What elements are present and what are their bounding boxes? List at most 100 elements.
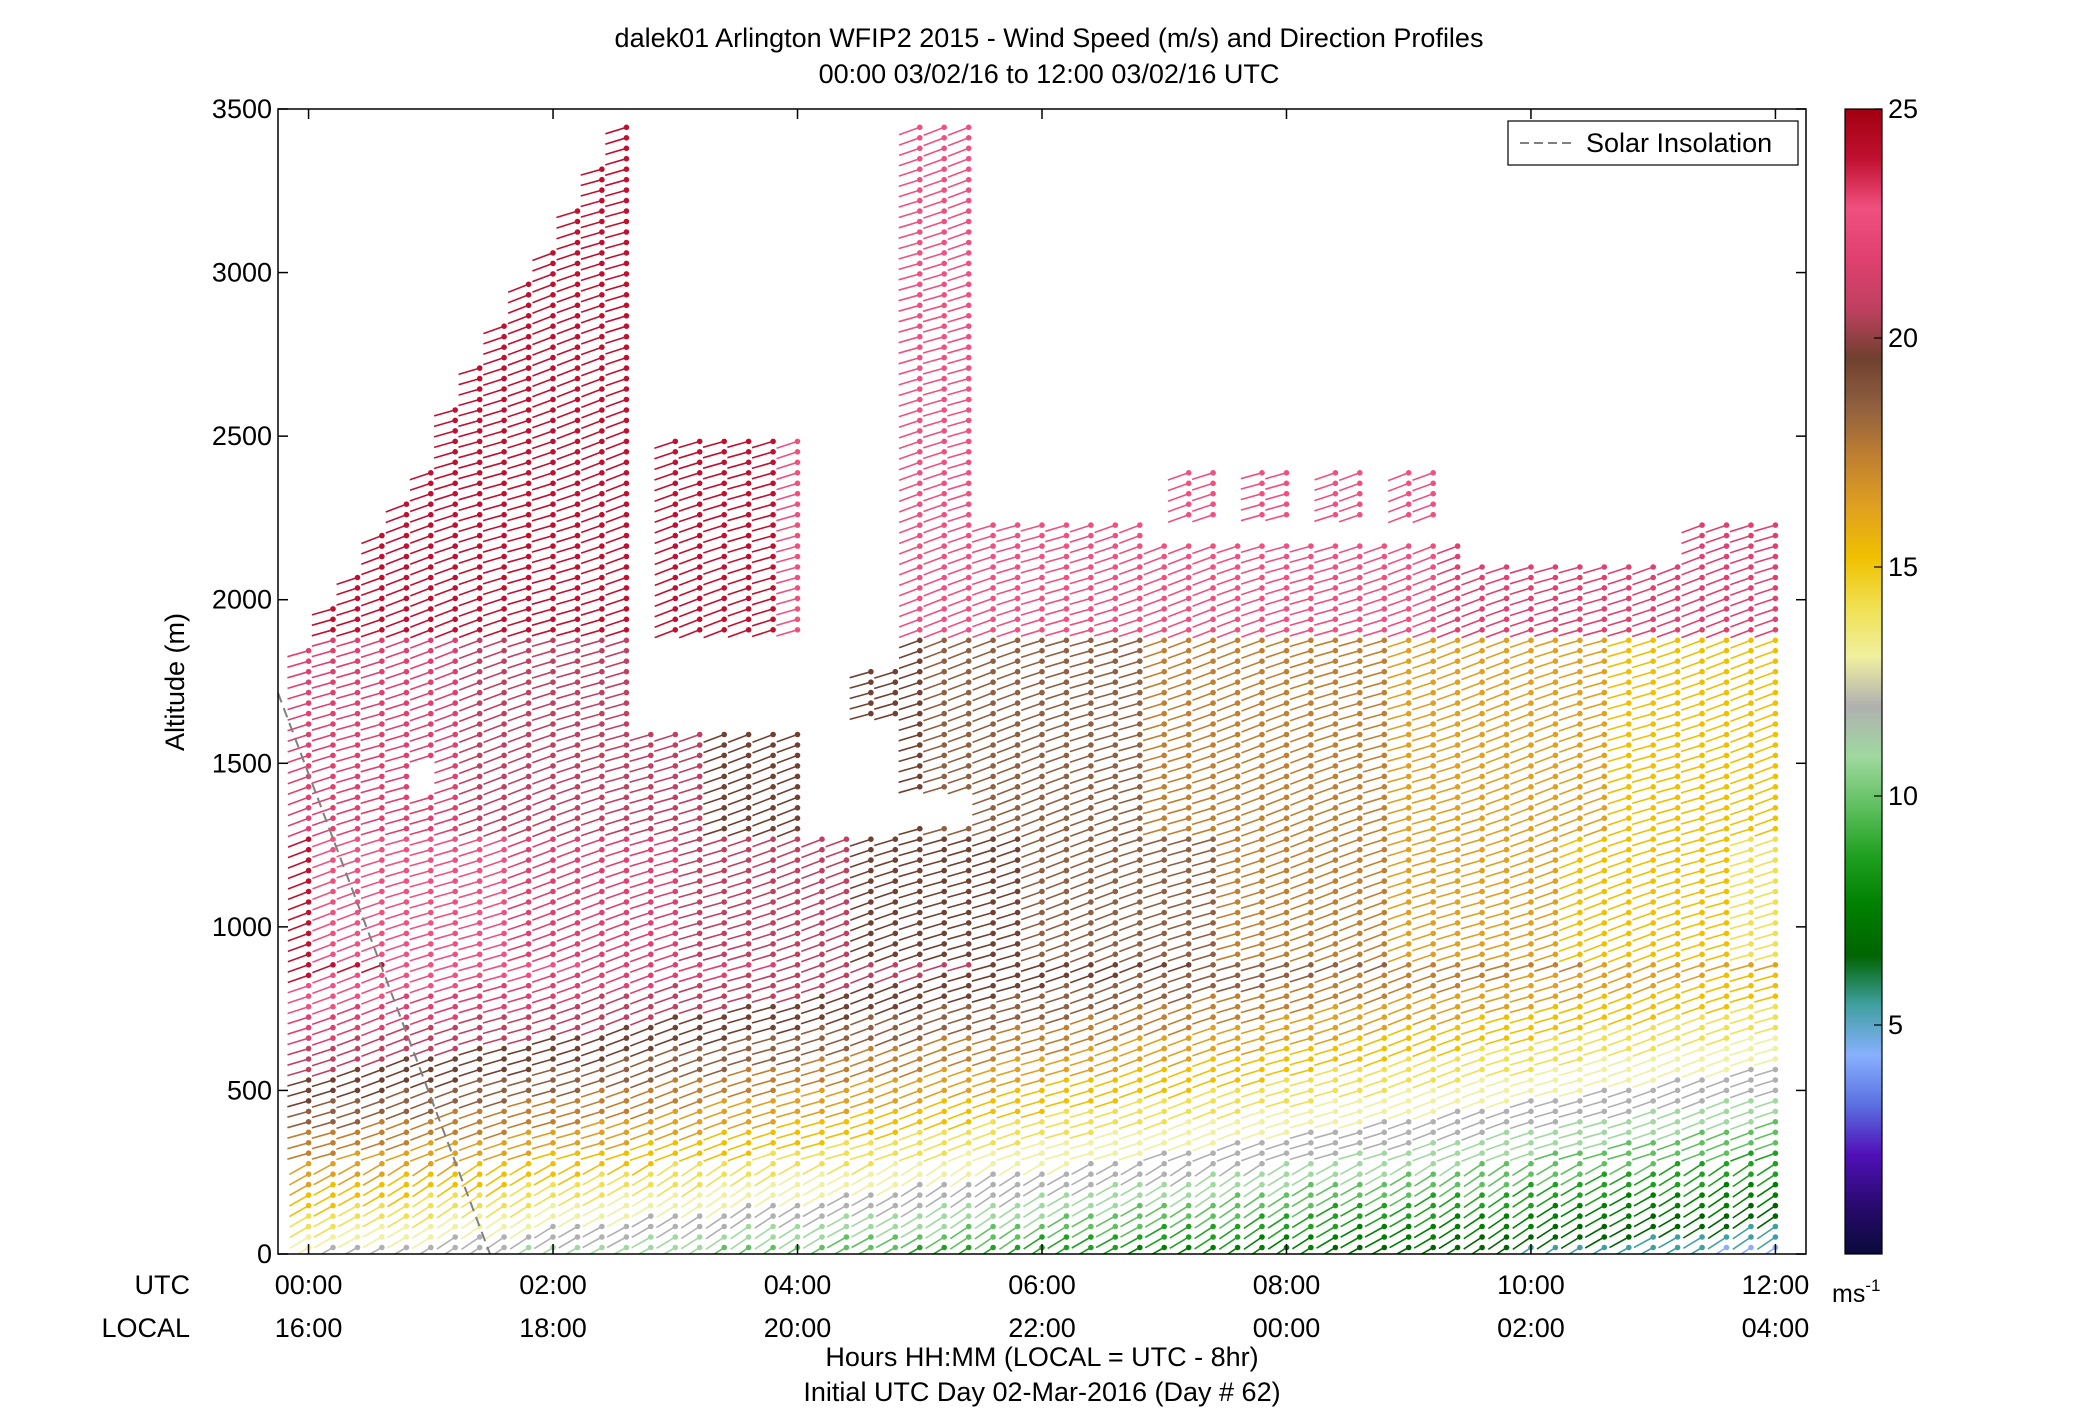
wind-barb-head bbox=[330, 805, 336, 811]
wind-barb-head bbox=[672, 794, 679, 801]
wind-barb-head bbox=[1088, 1119, 1094, 1125]
wind-barb-head bbox=[721, 888, 727, 895]
wind-barb bbox=[361, 1016, 383, 1026]
wind-barb-head bbox=[550, 794, 556, 801]
wind-barb bbox=[313, 1173, 334, 1186]
wind-barb bbox=[900, 1173, 921, 1187]
wind-barb bbox=[898, 273, 921, 281]
wind-barb bbox=[296, 1246, 310, 1254]
wind-barb-head bbox=[525, 1045, 532, 1052]
wind-barb-head bbox=[770, 1234, 776, 1240]
wind-barb-head bbox=[354, 815, 361, 821]
wind-barb bbox=[605, 440, 627, 450]
wind-barb-head bbox=[452, 616, 459, 623]
wind-barb bbox=[410, 618, 432, 629]
wind-barb bbox=[631, 1204, 652, 1218]
wind-barb-head bbox=[623, 658, 630, 664]
wind-barb bbox=[1070, 880, 1092, 890]
wind-barb-head bbox=[330, 637, 336, 644]
wind-barb bbox=[384, 754, 407, 763]
wind-barb bbox=[654, 555, 676, 566]
wind-barb bbox=[605, 1005, 627, 1016]
wind-barb-head bbox=[648, 1045, 654, 1052]
wind-barb bbox=[532, 827, 554, 838]
wind-barb-head bbox=[794, 1045, 801, 1052]
wind-barb-head bbox=[721, 1181, 727, 1188]
wind-barb bbox=[971, 1026, 994, 1035]
wind-barb bbox=[874, 848, 896, 857]
wind-barb bbox=[947, 901, 969, 909]
wind-barb-head bbox=[501, 449, 507, 455]
wind-barb-head bbox=[1014, 647, 1021, 654]
wind-barb-head bbox=[892, 1087, 899, 1094]
wind-barb bbox=[337, 1183, 358, 1196]
wind-barb bbox=[434, 1016, 456, 1025]
wind-barb-head bbox=[1039, 606, 1045, 612]
wind-barb bbox=[729, 1163, 750, 1177]
wind-barb bbox=[972, 660, 994, 670]
wind-barb-head bbox=[379, 616, 385, 623]
wind-barb-head bbox=[330, 888, 336, 895]
wind-barb bbox=[898, 398, 921, 407]
wind-barb-head bbox=[403, 920, 410, 926]
wind-barb-head bbox=[305, 1056, 312, 1062]
wind-barb-head bbox=[819, 909, 825, 916]
wind-barb bbox=[362, 1163, 383, 1176]
wind-barb bbox=[483, 765, 505, 775]
wind-barb bbox=[678, 545, 700, 555]
wind-barb-head bbox=[623, 323, 630, 330]
wind-barb bbox=[482, 901, 505, 910]
wind-barb-head bbox=[599, 176, 605, 183]
wind-barb-head bbox=[648, 878, 654, 884]
wind-barb-head bbox=[965, 878, 972, 884]
wind-barb-head bbox=[696, 972, 703, 979]
wind-barb bbox=[436, 1194, 456, 1209]
wind-barb bbox=[922, 848, 945, 857]
wind-barb-head bbox=[501, 490, 507, 497]
wind-barb-head bbox=[476, 909, 483, 916]
wind-barb-head bbox=[770, 941, 776, 947]
wind-barb bbox=[289, 1194, 309, 1207]
wind-barb-head bbox=[599, 951, 605, 958]
wind-barb bbox=[362, 1194, 383, 1207]
wind-barb bbox=[1070, 922, 1092, 932]
wind-barb-head bbox=[868, 1140, 874, 1146]
wind-barb-head bbox=[1014, 585, 1021, 591]
wind-barb bbox=[629, 1152, 652, 1162]
wind-barb-head bbox=[745, 595, 752, 602]
wind-barb-head bbox=[745, 731, 752, 738]
wind-barb bbox=[507, 629, 529, 638]
wind-barb-head bbox=[721, 805, 727, 811]
wind-barb-head bbox=[696, 857, 703, 863]
wind-barb bbox=[482, 440, 505, 449]
wind-barb bbox=[336, 629, 358, 637]
wind-barb bbox=[678, 775, 700, 784]
wind-barb-head bbox=[770, 1098, 776, 1104]
wind-barb bbox=[1020, 1121, 1043, 1129]
wind-barb-head bbox=[794, 1213, 801, 1219]
wind-barb bbox=[1044, 1100, 1067, 1108]
wind-barb bbox=[751, 1131, 774, 1140]
wind-barb-head bbox=[794, 1087, 801, 1094]
wind-barb bbox=[1069, 1058, 1092, 1067]
wind-barb bbox=[1095, 1163, 1116, 1176]
wind-barb bbox=[360, 1121, 383, 1130]
wind-barb bbox=[409, 1068, 432, 1079]
wind-barb bbox=[1069, 545, 1092, 554]
wind-barb-head bbox=[917, 700, 923, 706]
wind-barb bbox=[923, 199, 945, 209]
wind-barb bbox=[824, 1142, 847, 1150]
wind-barb-head bbox=[525, 941, 532, 947]
wind-barb bbox=[849, 848, 872, 858]
wind-barb bbox=[653, 838, 676, 846]
wind-barb bbox=[703, 754, 725, 764]
wind-barb-head bbox=[452, 647, 459, 654]
wind-barb-head bbox=[941, 135, 947, 141]
wind-barb-head bbox=[696, 1171, 703, 1177]
wind-barb-head bbox=[305, 1150, 312, 1156]
wind-barb bbox=[336, 911, 358, 921]
wind-barb bbox=[507, 1026, 529, 1035]
wind-barb bbox=[1020, 691, 1043, 701]
wind-barb-head bbox=[1039, 700, 1045, 706]
wind-barb bbox=[631, 1163, 652, 1176]
